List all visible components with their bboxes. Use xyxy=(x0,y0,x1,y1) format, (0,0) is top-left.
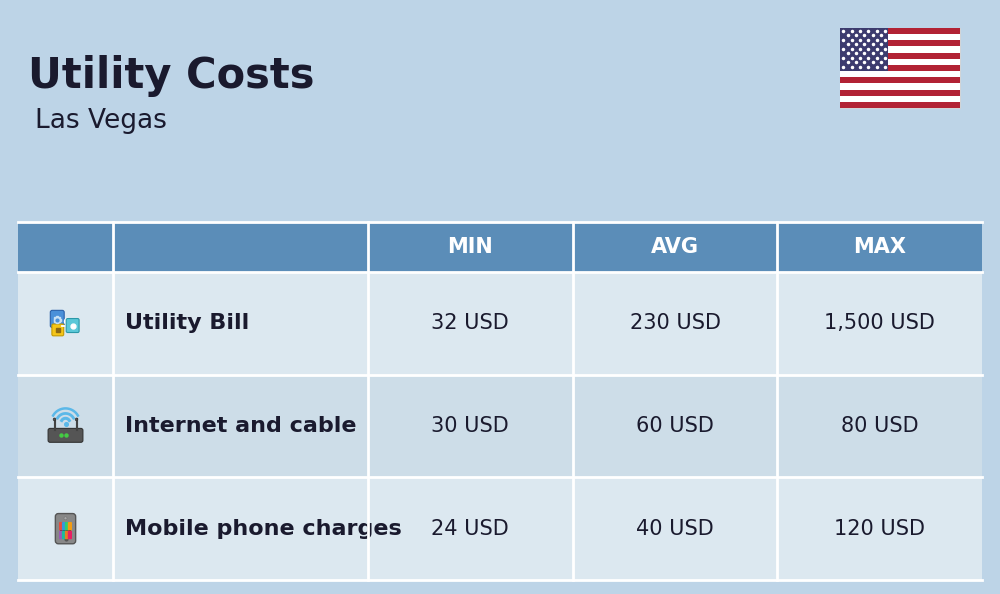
FancyBboxPatch shape xyxy=(62,522,66,530)
Text: 32 USD: 32 USD xyxy=(431,313,509,333)
Bar xyxy=(840,28,960,34)
Bar xyxy=(840,96,960,102)
FancyBboxPatch shape xyxy=(48,428,83,443)
Text: Utility Costs: Utility Costs xyxy=(28,55,314,97)
Bar xyxy=(840,28,960,108)
FancyBboxPatch shape xyxy=(65,522,69,530)
Bar xyxy=(840,59,960,65)
Text: 40 USD: 40 USD xyxy=(636,519,714,539)
Bar xyxy=(18,375,982,478)
FancyBboxPatch shape xyxy=(55,514,76,544)
Bar xyxy=(840,71,960,77)
Text: 30 USD: 30 USD xyxy=(431,416,509,436)
FancyBboxPatch shape xyxy=(52,324,64,336)
Text: Las Vegas: Las Vegas xyxy=(35,108,167,134)
Text: 1,500 USD: 1,500 USD xyxy=(824,313,935,333)
Bar xyxy=(840,83,960,90)
Bar xyxy=(840,53,960,59)
FancyBboxPatch shape xyxy=(68,530,72,539)
Bar xyxy=(18,478,982,580)
Bar xyxy=(60,522,71,539)
Bar xyxy=(840,34,960,40)
Text: 60 USD: 60 USD xyxy=(636,416,714,436)
Text: Mobile phone charges: Mobile phone charges xyxy=(125,519,402,539)
FancyBboxPatch shape xyxy=(65,530,69,539)
Text: MAX: MAX xyxy=(853,237,906,257)
Bar xyxy=(840,102,960,108)
FancyBboxPatch shape xyxy=(50,310,64,327)
Text: 80 USD: 80 USD xyxy=(841,416,918,436)
Text: AVG: AVG xyxy=(651,237,699,257)
Circle shape xyxy=(64,517,67,520)
Bar xyxy=(840,40,960,46)
FancyBboxPatch shape xyxy=(68,522,72,530)
Text: 120 USD: 120 USD xyxy=(834,519,925,539)
Bar xyxy=(840,90,960,96)
Text: MIN: MIN xyxy=(447,237,493,257)
Circle shape xyxy=(75,418,78,421)
Bar xyxy=(18,272,982,375)
FancyBboxPatch shape xyxy=(59,522,63,530)
Bar xyxy=(840,65,960,71)
Text: 230 USD: 230 USD xyxy=(630,313,720,333)
FancyBboxPatch shape xyxy=(59,530,63,539)
Text: Utility Bill: Utility Bill xyxy=(125,313,249,333)
Circle shape xyxy=(53,418,56,421)
Bar xyxy=(840,46,960,53)
Bar xyxy=(840,77,960,83)
Bar xyxy=(18,222,982,272)
FancyBboxPatch shape xyxy=(66,318,79,333)
Text: 24 USD: 24 USD xyxy=(431,519,509,539)
Text: Internet and cable: Internet and cable xyxy=(125,416,356,436)
FancyBboxPatch shape xyxy=(62,530,66,539)
Bar xyxy=(840,28,888,71)
